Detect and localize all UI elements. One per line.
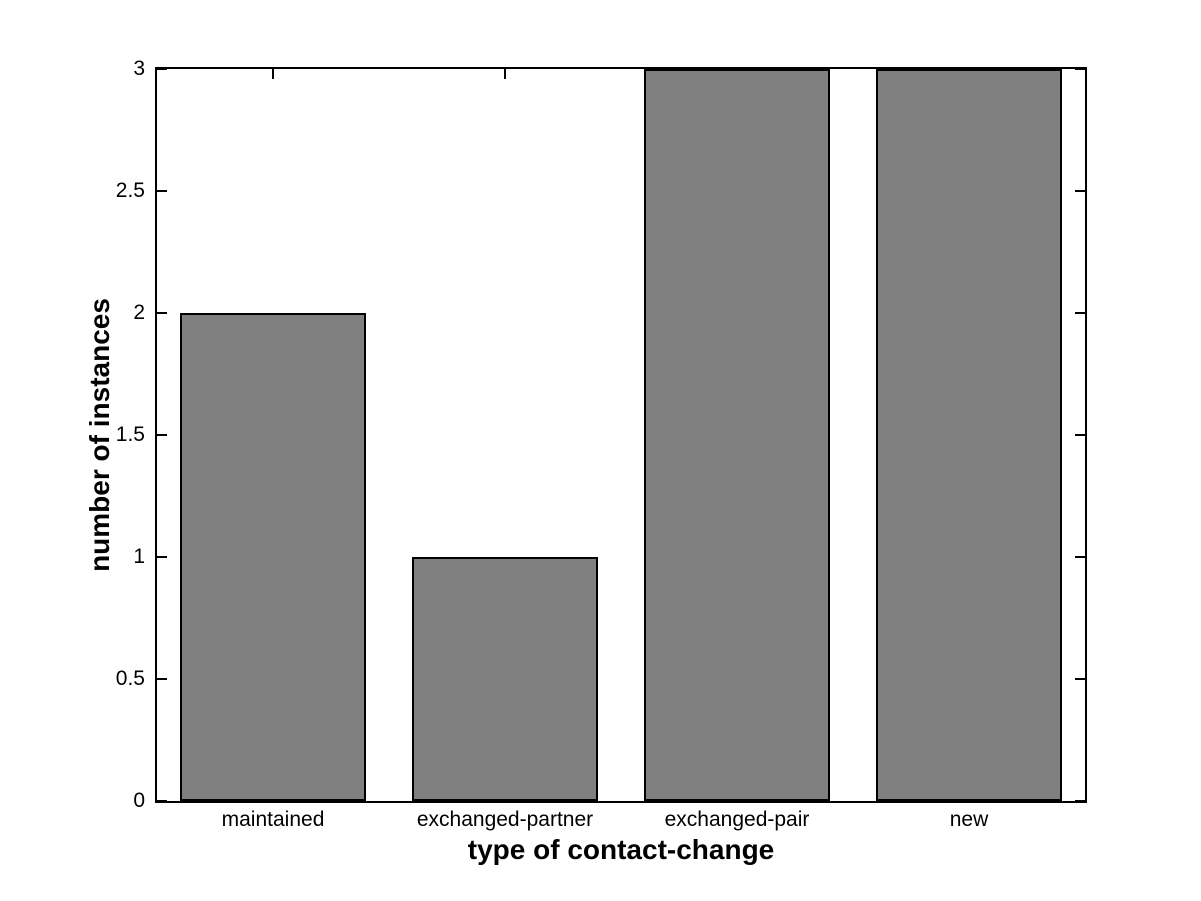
x-tick-label: exchanged-pair — [664, 808, 810, 831]
y-tick-left — [157, 68, 167, 70]
y-tick-label: 2.5 — [115, 179, 145, 202]
bar-new — [876, 69, 1062, 801]
y-tick-right — [1075, 800, 1085, 802]
plot-area — [155, 67, 1087, 803]
y-tick-left — [157, 800, 167, 802]
bar-maintained — [180, 313, 366, 801]
y-tick-right — [1075, 434, 1085, 436]
y-tick-left — [157, 556, 167, 558]
bar-exchanged-partner — [412, 557, 598, 801]
x-tick-label: maintained — [221, 808, 325, 831]
y-tick-label: 2 — [133, 301, 145, 324]
bar-exchanged-pair — [644, 69, 830, 801]
x-tick-label: new — [949, 808, 989, 831]
y-tick-label: 3 — [133, 57, 145, 80]
y-tick-label: 1.5 — [115, 423, 145, 446]
x-axis-label: type of contact-change — [467, 834, 775, 865]
y-axis-label: number of instances — [84, 298, 115, 572]
y-tick-label: 0.5 — [115, 667, 145, 690]
y-tick-left — [157, 434, 167, 436]
y-tick-left — [157, 312, 167, 314]
x-tick-top — [272, 69, 274, 79]
y-tick-left — [157, 190, 167, 192]
y-tick-right — [1075, 678, 1085, 680]
x-tick-label: exchanged-partner — [416, 808, 594, 831]
x-tick-top — [504, 69, 506, 79]
y-tick-label: 0 — [133, 789, 145, 812]
y-tick-right — [1075, 190, 1085, 192]
y-tick-right — [1075, 312, 1085, 314]
y-tick-left — [157, 678, 167, 680]
y-tick-label: 1 — [133, 545, 145, 568]
y-tick-right — [1075, 68, 1085, 70]
y-tick-right — [1075, 556, 1085, 558]
